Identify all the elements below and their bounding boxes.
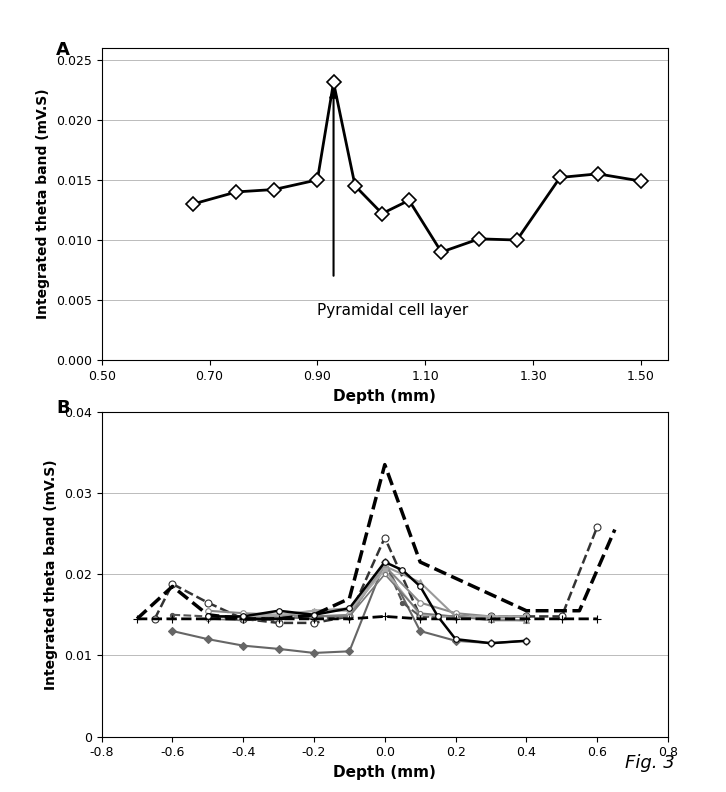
- Text: Fig. 3: Fig. 3: [625, 754, 675, 772]
- Text: A: A: [57, 41, 70, 59]
- Y-axis label: Integrated theta band (mV.S): Integrated theta band (mV.S): [44, 459, 59, 690]
- X-axis label: Depth (mm): Depth (mm): [333, 765, 436, 780]
- X-axis label: Depth (mm): Depth (mm): [333, 389, 436, 404]
- Text: B: B: [57, 399, 70, 417]
- Y-axis label: Integrated theta band (mV.S): Integrated theta band (mV.S): [36, 89, 50, 319]
- Text: Pyramidal cell layer: Pyramidal cell layer: [317, 303, 468, 318]
